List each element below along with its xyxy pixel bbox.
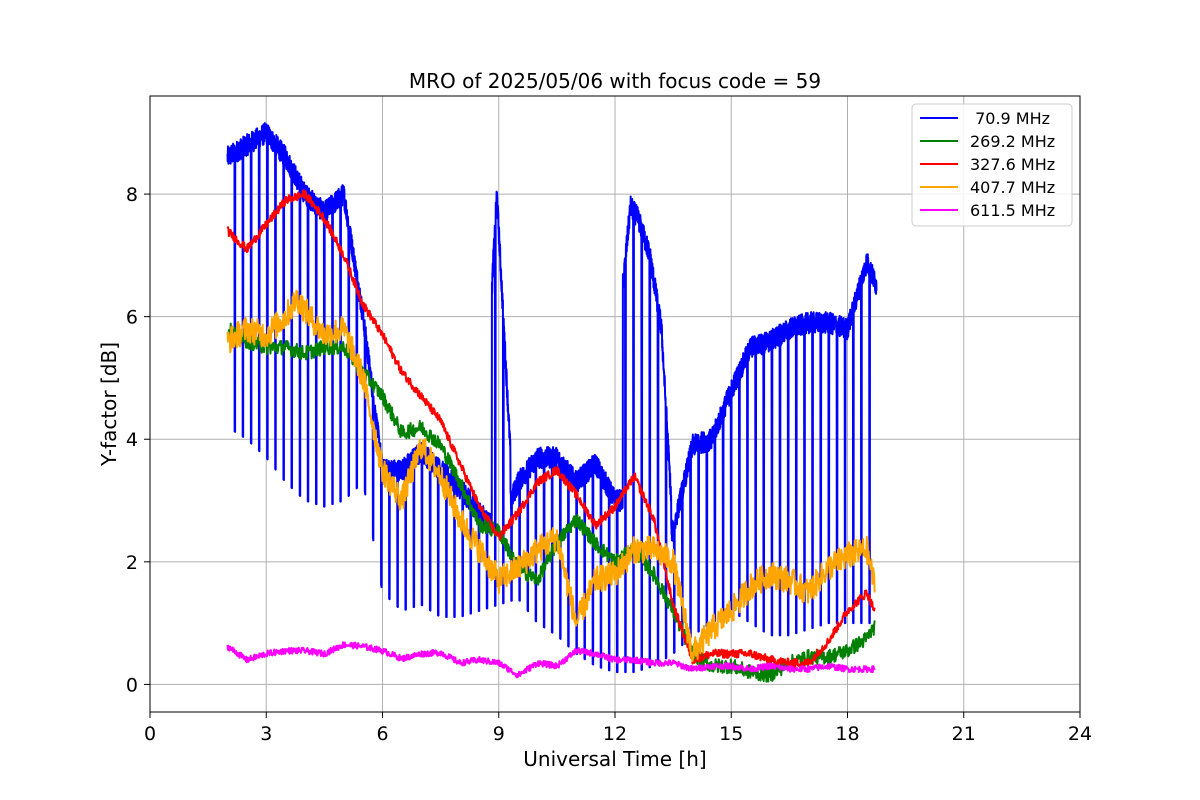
x-tick-label: 6 — [376, 723, 388, 745]
legend-label: 269.2 MHz — [970, 132, 1055, 151]
legend: 70.9 MHz 269.2 MHz 327.6 MHz 407.7 MHz 611.5… — [911, 103, 1073, 227]
legend-box — [911, 103, 1073, 227]
series-line-2 — [226, 189, 876, 668]
y-axis: 0 2 4 6 8 — [126, 184, 150, 696]
y-tick-label: 0 — [126, 674, 138, 696]
legend-label: 327.6 MHz — [970, 155, 1055, 174]
chart-title: MRO of 2025/05/06 with focus code = 59 — [409, 69, 821, 93]
y-tick-label: 8 — [126, 184, 138, 206]
series-line-3 — [226, 289, 876, 663]
x-tick-label: 9 — [493, 723, 505, 745]
legend-label: 70.9 MHz — [970, 109, 1050, 128]
series-layer — [226, 122, 878, 683]
x-tick-label: 3 — [260, 723, 272, 745]
series-line-1 — [226, 322, 876, 683]
legend-label: 407.7 MHz — [970, 178, 1055, 197]
y-tick-label: 6 — [126, 307, 138, 329]
x-tick-label: 0 — [144, 723, 156, 745]
x-axis: 0 3 6 9 12 15 18 21 24 — [144, 712, 1092, 745]
x-tick-label: 24 — [1068, 723, 1092, 745]
series-line-4 — [226, 641, 876, 679]
y-axis-label: Y-factor [dB] — [97, 342, 121, 467]
x-tick-label: 21 — [952, 723, 976, 745]
x-tick-label: 15 — [719, 723, 743, 745]
x-axis-label: Universal Time [h] — [523, 747, 706, 771]
legend-label: 611.5 MHz — [970, 201, 1055, 220]
x-tick-label: 18 — [835, 723, 859, 745]
y-tick-label: 4 — [126, 429, 138, 451]
x-tick-label: 12 — [603, 723, 627, 745]
y-tick-label: 2 — [126, 552, 138, 574]
series-line-0 — [226, 122, 878, 674]
